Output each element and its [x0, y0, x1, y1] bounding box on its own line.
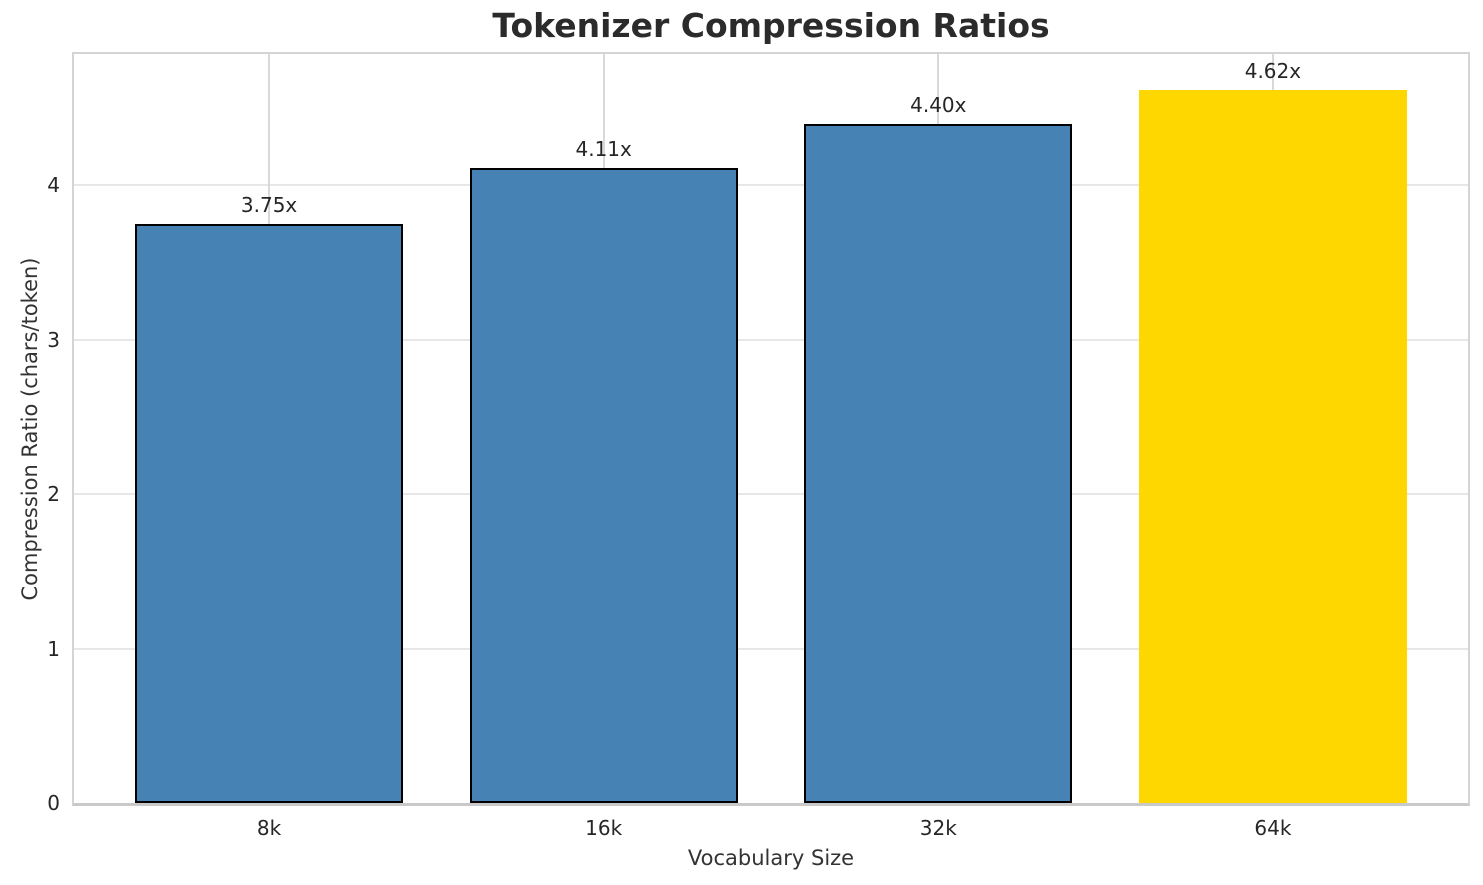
bar-16k	[469, 168, 738, 803]
x-tick-label: 64k	[1254, 816, 1292, 840]
x-axis-label: Vocabulary Size	[687, 846, 855, 870]
y-tick-label: 4	[47, 173, 60, 198]
gridline-horizontal	[74, 647, 1468, 650]
plot-area: 3.75x 4.11x 4.40x 4.62x	[72, 52, 1470, 806]
x-tick-label: 8k	[256, 816, 282, 840]
gridline-horizontal	[74, 338, 1468, 341]
bar-64k	[1139, 89, 1407, 803]
y-axis-label: Compression Ratio (chars/token)	[18, 257, 42, 601]
y-tick-label: 2	[47, 482, 60, 507]
bar-value-label: 4.40x	[910, 92, 967, 117]
bar-32k	[804, 123, 1073, 803]
bar-value-label: 3.75x	[240, 192, 298, 217]
gridline-horizontal	[74, 493, 1468, 496]
chart-title: Tokenizer Compression Ratios	[492, 6, 1050, 45]
bar-8k	[135, 223, 403, 803]
bar-value-label: 4.62x	[1244, 58, 1302, 83]
y-tick-label: 3	[47, 327, 60, 352]
x-tick-label: 32k	[919, 816, 957, 840]
y-tick-label: 1	[47, 636, 60, 661]
gridline-horizontal	[74, 184, 1468, 187]
y-tick-label: 0	[47, 791, 60, 815]
x-tick-label: 16k	[585, 816, 623, 840]
bar-value-label: 4.11x	[575, 137, 632, 162]
